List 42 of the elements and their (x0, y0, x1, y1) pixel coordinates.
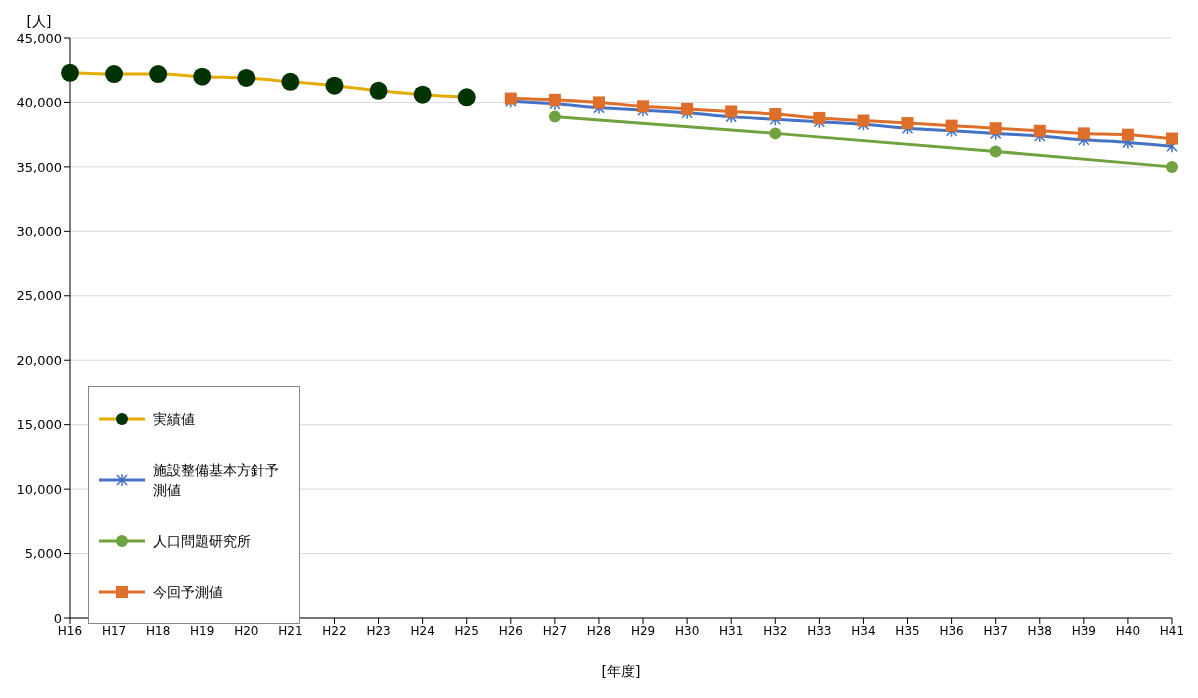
legend-label: 施設整備基本方針予測値 (153, 460, 280, 500)
x-tick-label: H17 (101, 623, 127, 638)
x-tick-label: H37 (983, 623, 1008, 638)
x-tick-label: H27 (542, 623, 568, 638)
y-tick-label: 35,000 (16, 159, 62, 175)
y-tick-label: 15,000 (16, 417, 62, 433)
x-tick-label: H24 (410, 623, 435, 638)
x-tick-label: H16 (57, 623, 83, 638)
y-tick-label: 30,000 (16, 223, 62, 239)
x-tick-label: H19 (190, 623, 215, 638)
x-tick-label: H32 (763, 623, 788, 638)
x-tick-label: H20 (234, 623, 259, 638)
x-tick-label: H26 (498, 623, 523, 638)
x-tick-label: H31 (719, 623, 744, 638)
x-tick-label: H25 (454, 623, 479, 638)
x-axis-title: [年度] (601, 663, 641, 679)
x-tick-label: H18 (146, 623, 171, 638)
x-tick-label: H41 (1159, 623, 1185, 638)
x-tick-label: H30 (674, 623, 700, 638)
x-tick-label: H34 (851, 623, 876, 638)
legend-label: 人口問題研究所 (153, 531, 252, 551)
x-tick-label: H28 (586, 623, 612, 638)
x-tick-label: H39 (1071, 623, 1096, 638)
x-tick-label: H29 (630, 623, 656, 638)
x-tick-label: H38 (1027, 623, 1052, 638)
x-tick-label: H33 (807, 623, 832, 638)
x-tick-label: H21 (278, 623, 303, 638)
y-axis-title: [人] (26, 13, 52, 29)
y-tick-label: 45,000 (16, 30, 62, 46)
y-tick-label: 10,000 (16, 481, 62, 497)
y-tick-label: 40,000 (16, 95, 62, 111)
x-tick-label: H40 (1115, 623, 1141, 638)
y-tick-label: 5,000 (24, 546, 62, 562)
legend-label: 実績値 (153, 409, 196, 429)
x-tick-label: H23 (366, 623, 391, 638)
x-tick-label: H36 (939, 623, 964, 638)
y-tick-label: 25,000 (16, 288, 62, 304)
x-tick-label: H22 (322, 623, 347, 638)
y-tick-label: 0 (53, 610, 62, 626)
legend-label: 今回予測値 (153, 582, 224, 602)
y-tick-label: 20,000 (16, 352, 62, 368)
x-tick-label: H35 (895, 623, 920, 638)
